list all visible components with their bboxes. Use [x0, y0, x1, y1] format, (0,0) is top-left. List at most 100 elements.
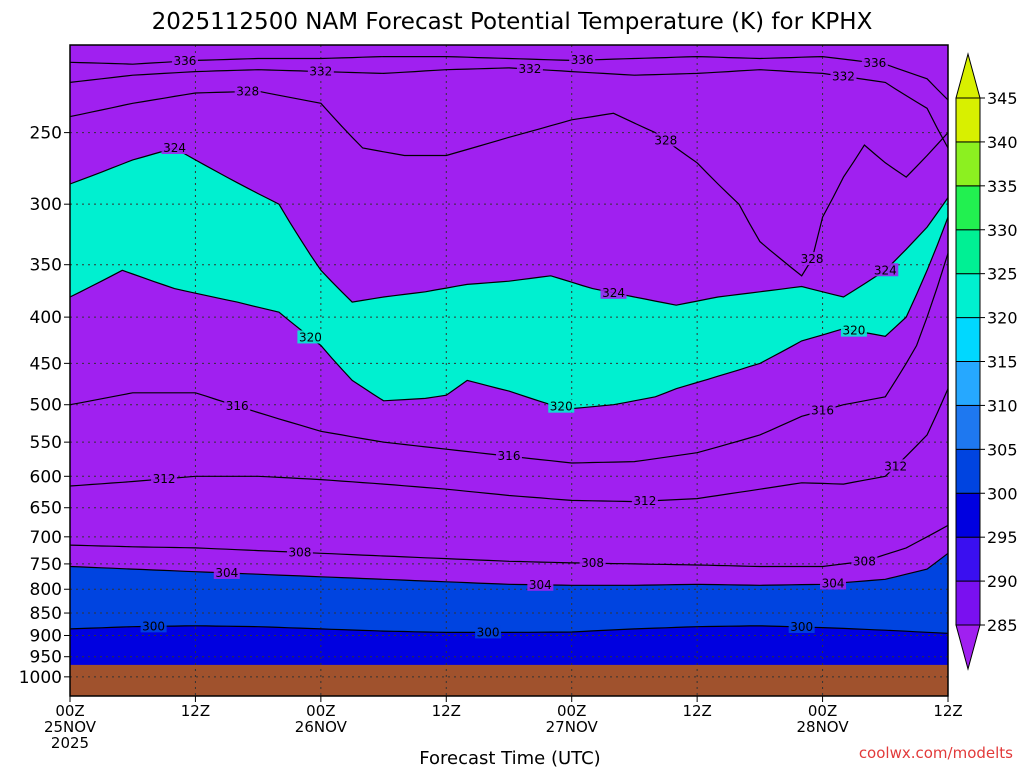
contour-fill-328	[70, 45, 948, 276]
contour-label: 300	[790, 620, 813, 634]
colorbar-segment	[955, 185, 981, 231]
contour-label-bg	[286, 545, 313, 559]
contour-label-bg	[516, 62, 543, 76]
terrain-fill	[70, 664, 948, 696]
y-axis: 2503003504004505005506006507007508008509…	[19, 124, 70, 688]
y-tick-label: 600	[30, 467, 62, 487]
contour-line-312	[69, 388, 949, 503]
x-tick-label: 27NOV	[546, 718, 599, 736]
contour-label: 312	[633, 494, 656, 508]
contour-label: 328	[801, 252, 824, 266]
x-tick-label: 00Z	[55, 702, 84, 720]
contour-label-bg	[799, 252, 826, 266]
contour-label-bg	[579, 556, 606, 570]
contour-label: 324	[874, 263, 897, 277]
colorbar-segment	[955, 448, 981, 494]
contour-label-bg	[475, 625, 502, 639]
contour-line-320	[69, 216, 949, 410]
contour-label: 316	[498, 449, 521, 463]
contour-label-bg	[569, 53, 596, 67]
contour-label: 324	[602, 286, 625, 300]
contour-label: 304	[529, 578, 552, 592]
contour-label-bg	[297, 330, 324, 344]
colorbar-tick-label: 320	[987, 309, 1018, 328]
contour-label-bg	[851, 554, 878, 568]
contour-label: 320	[550, 400, 573, 414]
y-tick-label: 900	[30, 626, 62, 646]
colorbar-tick-label: 340	[987, 133, 1018, 152]
contour-label-bg	[527, 577, 554, 591]
contour-label-bg	[882, 459, 909, 473]
contour-label: 328	[236, 85, 259, 99]
contour-label-bg	[140, 619, 167, 633]
x-tick-label: 25NOV	[44, 718, 97, 736]
plot-area: 300 300 300 304 304 304 308 308 308 312 312 312 316 3…	[69, 44, 949, 697]
colorbar-segment	[955, 273, 981, 319]
y-tick-label: 500	[30, 396, 62, 416]
contour-label: 324	[163, 141, 186, 155]
y-tick-label: 450	[30, 354, 62, 374]
colorbar-segment	[955, 97, 981, 143]
y-tick-label: 350	[30, 256, 62, 276]
y-tick-label: 700	[30, 528, 62, 548]
contour-fill-332	[70, 45, 948, 148]
contour-label-bg	[820, 576, 847, 590]
contour-label-bg	[830, 69, 857, 83]
colorbar-tick-label: 285	[987, 616, 1018, 635]
colorbar-segment	[955, 492, 981, 538]
x-tick-label: 12Z	[933, 702, 962, 720]
chart-title: 2025112500 NAM Forecast Potential Temper…	[152, 9, 873, 35]
contour-label-bg	[861, 55, 888, 69]
y-tick-label: 300	[30, 195, 62, 215]
y-tick-label: 550	[30, 433, 62, 453]
contour-label: 320	[842, 324, 865, 338]
colorbar-extend-bottom	[955, 624, 981, 671]
contour-label: 336	[571, 53, 594, 67]
colorbar-segment	[955, 361, 981, 406]
colorbar-tick-label: 330	[987, 221, 1018, 240]
x-tick-label: 00Z	[306, 702, 335, 720]
contour-label-bg	[788, 619, 815, 633]
contour-label-bg	[840, 323, 867, 337]
contour-label: 332	[309, 65, 332, 79]
contour-label-bg	[161, 141, 188, 155]
x-tick-label: 12Z	[181, 702, 210, 720]
colorbar-tick-label: 315	[987, 353, 1018, 372]
contour-label: 332	[832, 69, 855, 83]
credit-text: coolwx.com/modelts	[859, 744, 1013, 762]
contour-label-bg	[548, 399, 575, 413]
contour-line-332	[69, 67, 949, 149]
colorbar-segment	[955, 141, 981, 187]
contour-label: 308	[581, 556, 604, 570]
contour-label: 316	[811, 404, 834, 418]
contour-label: 304	[215, 566, 238, 580]
x-axis-label: Forecast Time (UTC)	[419, 748, 600, 768]
contour-label: 308	[288, 545, 311, 559]
contour-label: 308	[853, 554, 876, 568]
plot-frame	[69, 44, 949, 697]
contour-label: 316	[226, 399, 249, 413]
colorbar-segment	[955, 580, 981, 626]
x-tick-label: 00Z	[808, 702, 837, 720]
x-tick-label: 12Z	[432, 702, 461, 720]
contour-label: 336	[174, 54, 197, 68]
colorbar-tick-label: 310	[987, 396, 1018, 415]
colorbar-segment	[955, 536, 981, 582]
contour-label: 312	[153, 472, 176, 486]
colorbar-tick-label: 335	[987, 177, 1018, 196]
contour-label-bg	[496, 449, 522, 463]
colorbar-extend-top	[955, 52, 981, 99]
contour-line-328	[69, 90, 949, 277]
y-tick-label: 250	[30, 124, 62, 144]
y-tick-label: 1000	[19, 668, 62, 688]
colorbar-tick-label: 305	[987, 440, 1018, 459]
colorbar: 285 290 295 300 305 310 315 320 325 330 335 340 345	[955, 52, 1018, 671]
colorbar-tick-label: 290	[987, 572, 1018, 591]
contour-label: 312	[884, 459, 907, 473]
colorbar-segment	[955, 229, 981, 275]
x-tick-label: 12Z	[682, 702, 711, 720]
colorbar-tick-label: 345	[987, 89, 1018, 108]
contour-label-bg	[872, 263, 899, 277]
